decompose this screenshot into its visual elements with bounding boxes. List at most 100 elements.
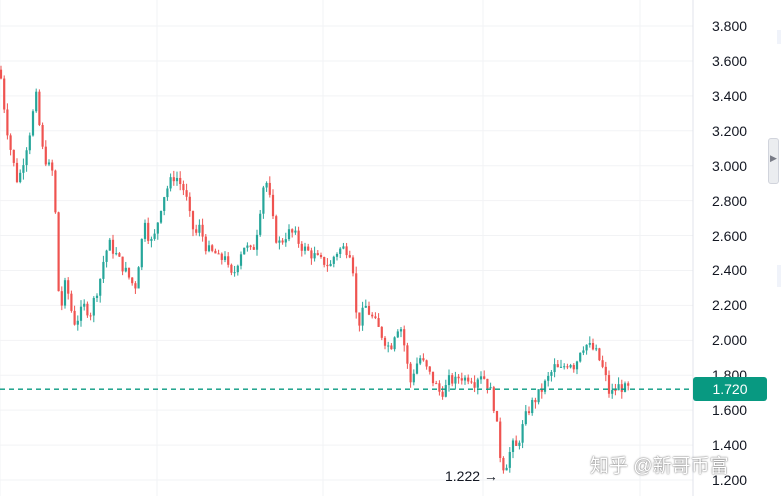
candle-down[interactable] — [566, 366, 569, 368]
candle-up[interactable] — [419, 358, 422, 364]
candle-down[interactable] — [3, 78, 6, 110]
candle-up[interactable] — [399, 329, 403, 332]
candle-down[interactable] — [54, 170, 57, 213]
candle-up[interactable] — [476, 379, 479, 388]
candle-up[interactable] — [550, 372, 553, 376]
candle-down[interactable] — [268, 182, 271, 195]
candle-down[interactable] — [0, 69, 3, 79]
candle-down[interactable] — [351, 257, 355, 274]
candle-down[interactable] — [217, 253, 220, 255]
candle-up[interactable] — [92, 297, 95, 316]
candle-up[interactable] — [278, 240, 281, 243]
candle-down[interactable] — [591, 343, 595, 350]
candle-down[interactable] — [348, 255, 351, 258]
candle-down[interactable] — [380, 326, 383, 338]
candle-down[interactable] — [118, 253, 121, 257]
candle-up[interactable] — [150, 238, 153, 241]
candle-up[interactable] — [284, 239, 287, 243]
candle-down[interactable] — [486, 378, 489, 389]
candle-up[interactable] — [508, 451, 511, 468]
candle-down[interactable] — [473, 382, 476, 388]
candle-down[interactable] — [249, 245, 252, 248]
candle-up[interactable] — [547, 375, 550, 381]
candle-down[interactable] — [358, 312, 361, 326]
candle-down[interactable] — [457, 376, 460, 379]
candle-up[interactable] — [124, 267, 127, 272]
candle-down[interactable] — [556, 364, 559, 368]
candle-down[interactable] — [227, 256, 230, 265]
candle-up[interactable] — [25, 150, 28, 166]
candle-down[interactable] — [367, 305, 371, 315]
candle-up[interactable] — [617, 384, 620, 391]
candle-up[interactable] — [531, 399, 534, 414]
candle-down[interactable] — [326, 264, 329, 267]
candle-down[interactable] — [604, 366, 607, 376]
candle-down[interactable] — [67, 280, 70, 294]
candle-down[interactable] — [147, 222, 150, 241]
candle-up[interactable] — [313, 253, 316, 259]
candle-down[interactable] — [460, 378, 463, 381]
candle-down[interactable] — [492, 387, 495, 412]
candle-up[interactable] — [47, 162, 51, 165]
candle-down[interactable] — [620, 384, 623, 392]
candle-down[interactable] — [38, 91, 41, 125]
candle-down[interactable] — [204, 236, 207, 252]
candle-down[interactable] — [89, 315, 92, 317]
candle-up[interactable] — [447, 375, 451, 386]
candle-down[interactable] — [406, 345, 409, 364]
candle-down[interactable] — [601, 360, 604, 367]
candle-down[interactable] — [345, 246, 348, 256]
candle-up[interactable] — [265, 182, 268, 188]
candle-down[interactable] — [598, 348, 601, 361]
candle-up[interactable] — [19, 172, 22, 183]
candle-up[interactable] — [479, 376, 483, 380]
candle-down[interactable] — [527, 411, 531, 414]
candle-up[interactable] — [339, 248, 342, 254]
candle-down[interactable] — [572, 365, 575, 370]
candle-up[interactable] — [537, 389, 540, 403]
candle-down[interactable] — [483, 376, 486, 379]
candle-down[interactable] — [86, 303, 89, 316]
candle-up[interactable] — [163, 197, 166, 211]
candle-down[interactable] — [614, 390, 617, 392]
candle-down[interactable] — [300, 243, 303, 251]
candle-up[interactable] — [153, 233, 156, 239]
candle-up[interactable] — [329, 263, 332, 267]
candle-down[interactable] — [291, 229, 294, 233]
candle-down[interactable] — [41, 124, 44, 147]
candle-up[interactable] — [83, 303, 86, 307]
candle-down[interactable] — [540, 389, 543, 392]
candle-up[interactable] — [239, 254, 243, 266]
candle-down[interactable] — [220, 253, 223, 260]
candle-down[interactable] — [371, 314, 374, 317]
candle-down[interactable] — [121, 256, 124, 272]
candle-down[interactable] — [495, 411, 499, 422]
candle-up[interactable] — [108, 239, 111, 251]
candle-down[interactable] — [428, 366, 431, 372]
candle-down[interactable] — [134, 283, 137, 289]
candle-up[interactable] — [102, 261, 105, 279]
candle-up[interactable] — [332, 256, 335, 264]
candle-down[interactable] — [607, 375, 611, 394]
candle-up[interactable] — [262, 187, 265, 214]
candle-down[interactable] — [534, 399, 537, 403]
candle-down[interactable] — [438, 383, 441, 392]
candle-down[interactable] — [57, 212, 60, 292]
candle-up[interactable] — [342, 246, 345, 249]
candle-up[interactable] — [159, 210, 163, 223]
candle-down[interactable] — [409, 363, 412, 383]
candle-down[interactable] — [403, 329, 406, 346]
candle-up[interactable] — [169, 177, 172, 189]
candle-up[interactable] — [454, 376, 457, 384]
candle-down[interactable] — [127, 267, 131, 278]
candle-down[interactable] — [172, 177, 175, 182]
candle-up[interactable] — [35, 91, 38, 112]
candle-down[interactable] — [425, 360, 428, 367]
candle-up[interactable] — [582, 350, 585, 353]
candle-down[interactable] — [323, 257, 326, 265]
candle-down[interactable] — [191, 211, 195, 230]
candle-down[interactable] — [185, 190, 188, 197]
candle-up[interactable] — [623, 383, 627, 392]
candle-up[interactable] — [511, 440, 515, 452]
candle-down[interactable] — [214, 250, 217, 254]
